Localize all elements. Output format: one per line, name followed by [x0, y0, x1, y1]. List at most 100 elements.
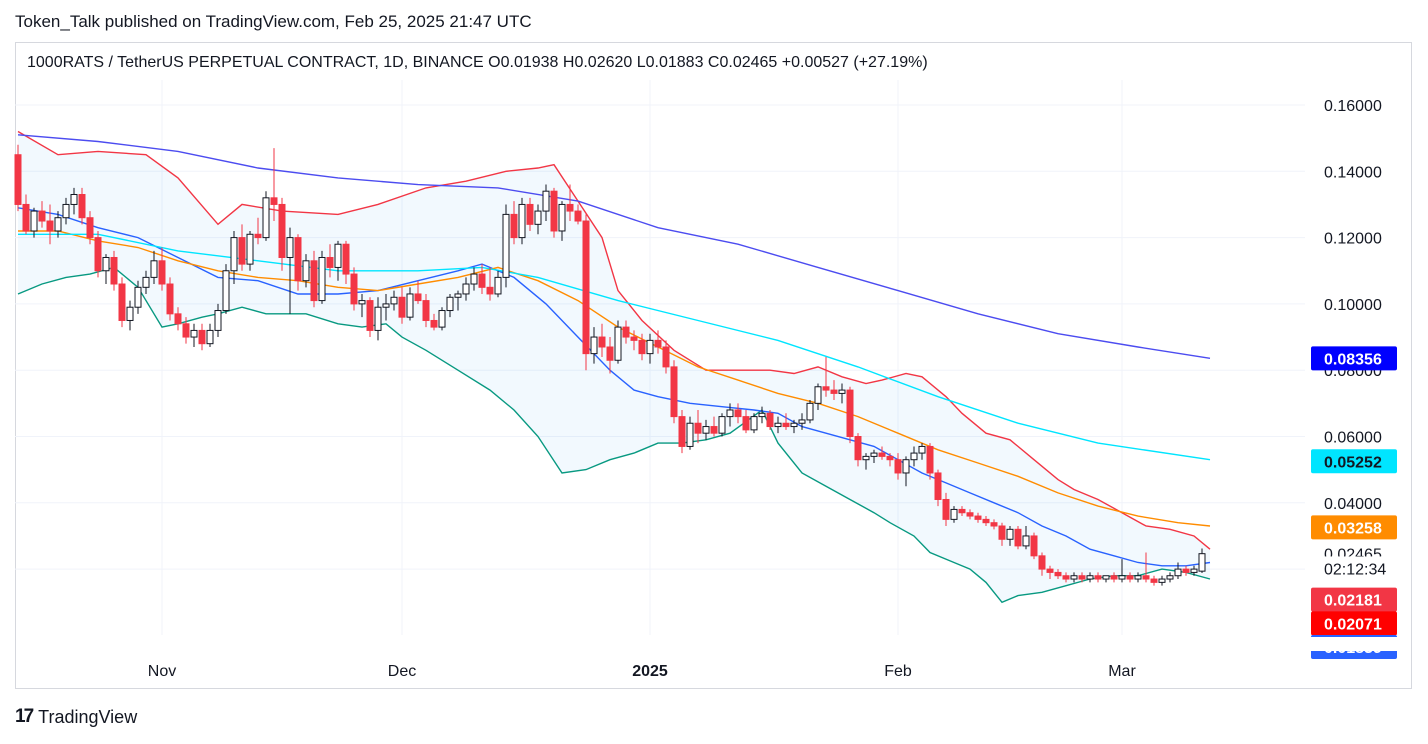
- candle: [534, 204, 542, 235]
- candle: [510, 201, 518, 245]
- candle-body: [454, 293, 462, 298]
- candle: [1038, 552, 1046, 576]
- candle: [894, 453, 902, 480]
- publisher-header: Token_Talk published on TradingView.com,…: [15, 12, 532, 31]
- candle: [918, 443, 926, 460]
- candle-body: [318, 256, 326, 302]
- candle-body: [718, 416, 726, 434]
- candle-body: [726, 409, 734, 418]
- candle-body: [526, 203, 534, 225]
- candle-body: [438, 310, 446, 328]
- candle-body: [1046, 568, 1054, 573]
- candle: [182, 317, 190, 344]
- candle-body: [230, 237, 238, 272]
- price-label: 0.03258: [1311, 515, 1397, 540]
- candle-body: [1158, 578, 1166, 583]
- candle: [822, 356, 830, 397]
- candle-body: [702, 426, 710, 434]
- candle: [278, 197, 286, 271]
- price-label-background: [1311, 611, 1397, 636]
- candle-body: [430, 319, 438, 328]
- candle: [374, 297, 382, 341]
- candle-body: [422, 300, 430, 321]
- candle-body: [38, 210, 46, 222]
- tradingview-logo-icon: 17: [15, 706, 34, 727]
- candle: [606, 337, 614, 374]
- candle: [1006, 526, 1014, 546]
- candle-body: [1030, 535, 1038, 557]
- candle-body: [254, 233, 262, 239]
- time-tick-label: 2025: [632, 663, 668, 680]
- candle: [942, 492, 950, 527]
- price-label: 0.02071: [1311, 611, 1397, 636]
- candle-body: [102, 256, 110, 272]
- candle-body: [126, 306, 134, 321]
- candle: [558, 201, 566, 241]
- candle: [1014, 526, 1022, 550]
- candle-body: [1198, 553, 1206, 572]
- candle-body: [222, 270, 230, 312]
- candle-body: [190, 329, 198, 338]
- candle-body: [838, 389, 846, 394]
- candle: [198, 323, 206, 351]
- candle: [518, 197, 526, 245]
- candle-body: [902, 459, 910, 474]
- candle-body: [302, 260, 310, 282]
- candle-body: [878, 452, 886, 457]
- candle-body: [894, 459, 902, 474]
- candle-body: [470, 273, 478, 285]
- candle: [222, 264, 230, 314]
- candle-body: [1150, 578, 1158, 583]
- candle-body: [542, 190, 550, 212]
- candle: [1182, 565, 1190, 576]
- candle-body: [1166, 575, 1174, 580]
- candle: [902, 456, 910, 487]
- candle-body: [270, 197, 278, 205]
- candle: [926, 443, 934, 480]
- candle-body: [494, 276, 502, 295]
- ma-cyan-line: [18, 233, 1211, 461]
- candle-body: [518, 203, 526, 239]
- candle: [1094, 572, 1102, 583]
- candle: [782, 413, 790, 430]
- candle: [582, 214, 590, 371]
- candle-body: [686, 422, 694, 447]
- candle: [30, 207, 38, 238]
- candle: [774, 416, 782, 434]
- candle: [1190, 565, 1198, 576]
- candle: [334, 240, 342, 281]
- candle: [94, 230, 102, 278]
- candle-body: [374, 306, 382, 331]
- candle-body: [342, 243, 350, 275]
- candle-body: [534, 210, 542, 225]
- candle: [46, 204, 54, 245]
- candle-body: [1022, 535, 1030, 547]
- candle: [286, 227, 294, 314]
- candle: [238, 224, 246, 271]
- candle-body: [478, 273, 486, 288]
- symbol-ohlc-legend[interactable]: 1000RATS / TetherUS PERPETUAL CONTRACT, …: [27, 54, 928, 71]
- candle-body: [886, 455, 894, 461]
- candle-body: [710, 426, 718, 434]
- candle: [1102, 575, 1110, 583]
- candle: [78, 187, 86, 225]
- candle: [550, 187, 558, 238]
- candle: [86, 211, 94, 245]
- candle: [614, 320, 622, 364]
- ma-blue-line: [17, 134, 1211, 359]
- chart-frame[interactable]: [15, 42, 1412, 689]
- candle-body: [742, 416, 750, 431]
- candle-body: [198, 329, 206, 345]
- candle-body: [310, 260, 318, 302]
- candle: [478, 264, 486, 294]
- candle-body: [790, 422, 798, 428]
- bollinger-band-area: [18, 131, 1210, 603]
- candle: [958, 506, 966, 517]
- candle-body: [118, 283, 126, 321]
- tradingview-logo[interactable]: 17 TradingView: [15, 706, 137, 728]
- candle: [710, 416, 718, 437]
- candle-body: [142, 276, 150, 288]
- candle-body: [678, 416, 686, 447]
- tradingview-brand: TradingView: [38, 706, 138, 727]
